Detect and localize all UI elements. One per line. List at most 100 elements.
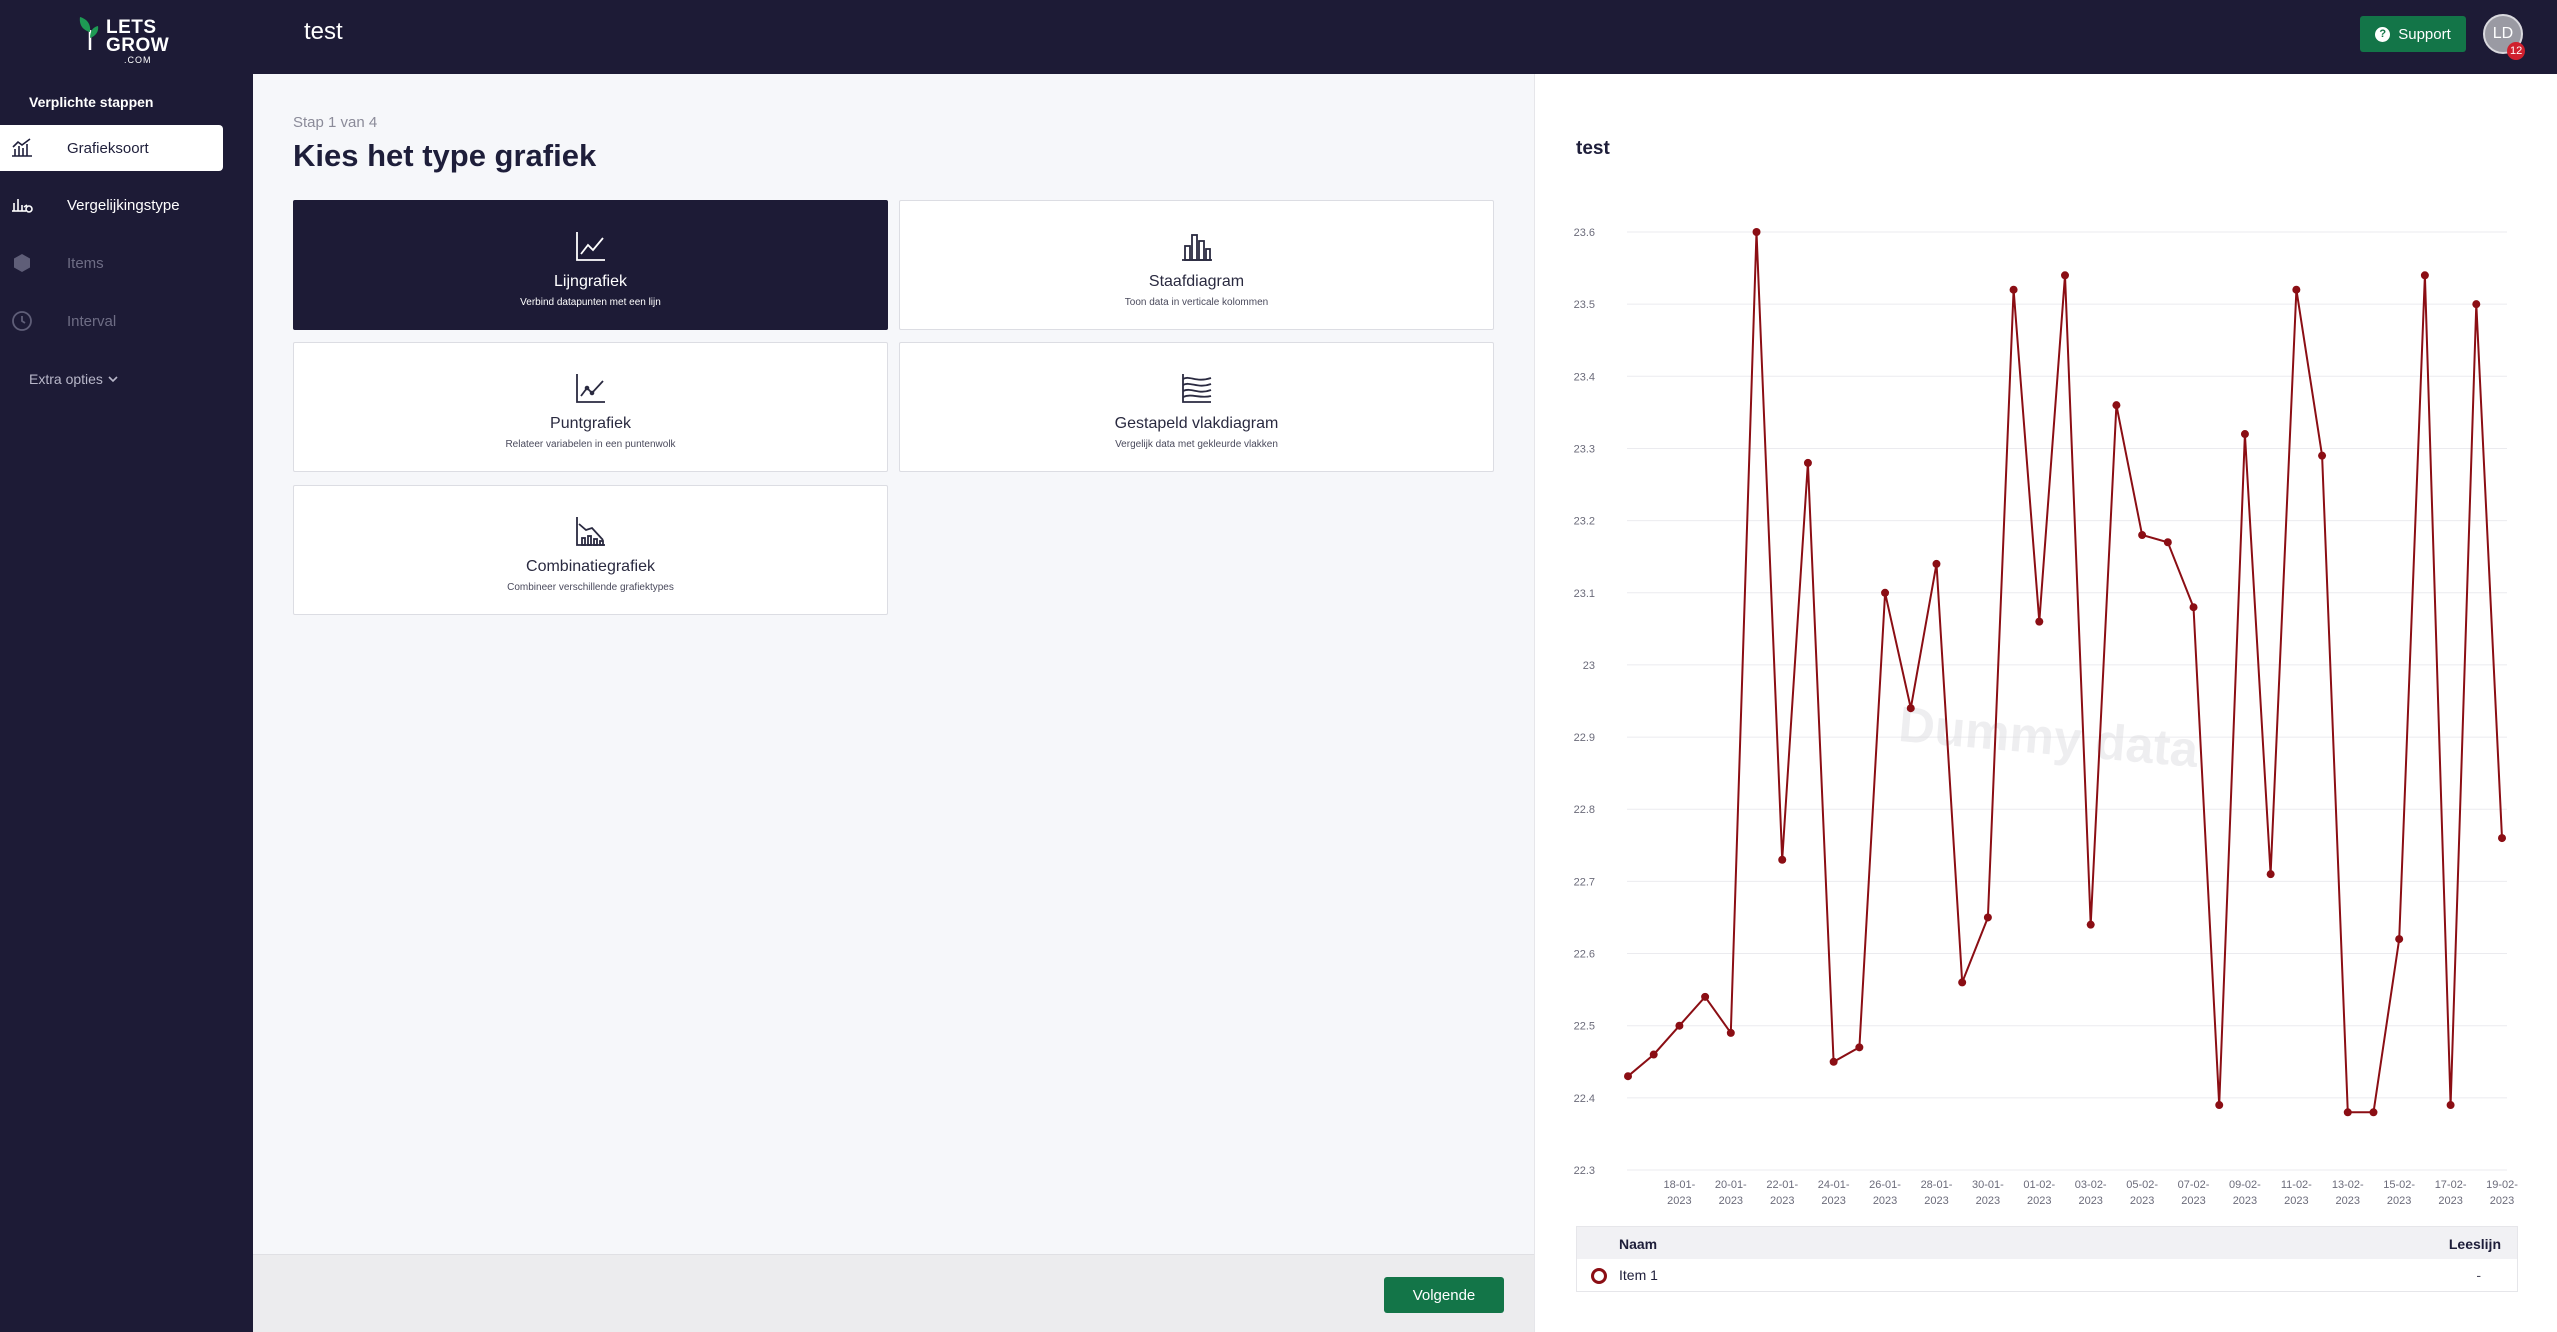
support-label: Support (2398, 25, 2451, 43)
x-tick-label-year: 2023 (1924, 1195, 1948, 1207)
data-point (1932, 559, 1941, 568)
sidebar-item-grafieksoort[interactable]: Grafieksoort (0, 125, 223, 171)
series-color-dot (1591, 1268, 1607, 1284)
x-tick-label-year: 2023 (2181, 1195, 2205, 1207)
x-tick-label-year: 2023 (1821, 1195, 1845, 1207)
legend-item-name: Item 1 (1619, 1267, 1658, 1283)
y-tick-label: 22.6 (1574, 949, 1595, 961)
chart-preview-panel: test 23.6 23.5 23.4 23.3 23.2 23.1 23 22.9 22.8 2… (1534, 74, 2557, 1332)
x-tick-label-day: 13-02- (2332, 1179, 2364, 1191)
y-tick-label: 23 (1583, 660, 1595, 672)
sidebar-item-vergelijkingstype[interactable]: Vergelijkingstype (0, 182, 223, 228)
chart-legend: Naam Leeslijn Item 1 - (1576, 1226, 2518, 1292)
data-point (2035, 617, 2044, 626)
data-point (1829, 1057, 1838, 1066)
data-point (2061, 271, 2069, 280)
clock-icon (12, 311, 32, 331)
chart-type-card-lijngrafiek[interactable]: Lijngrafiek Verbind datapunten met een l… (293, 200, 888, 330)
sidebar: Verplichte stappen Grafieksoort Vergelij… (0, 74, 253, 1332)
next-button[interactable]: Volgende (1384, 1277, 1504, 1313)
x-tick-label-year: 2023 (1719, 1195, 1743, 1207)
series-line (1627, 231, 2503, 1114)
line-chart: 23.6 23.5 23.4 23.3 23.2 23.1 23 22.9 22.8 22.7 22… (1574, 227, 2519, 1207)
card-title: Combinatiegrafiek (526, 558, 655, 575)
legend-col-reading: Leeslijn (2448, 1236, 2501, 1252)
sidebar-item-interval: Interval (0, 298, 223, 344)
x-tick-label-day: 20-01- (1715, 1179, 1747, 1191)
chart-type-card-staafdiagram[interactable]: Staafdiagram Toon data in verticale kolo… (899, 200, 1494, 330)
card-title: Puntgrafiek (550, 415, 631, 432)
leaf-icon (79, 17, 99, 50)
card-subtitle: Combineer verschillende grafiektypes (507, 582, 674, 593)
x-tick-label-day: 09-02- (2229, 1179, 2261, 1191)
card-subtitle: Relateer variabelen in een puntenwolk (505, 439, 676, 450)
x-tick-label-year: 2023 (1667, 1195, 1691, 1207)
data-point (1701, 992, 1710, 1001)
y-tick-label: 22.7 (1574, 876, 1595, 888)
sidebar-item-label: Interval (67, 312, 117, 330)
combo-chart-icon (575, 517, 605, 546)
x-tick-label-day: 03-02- (2075, 1179, 2107, 1191)
x-tick-label-year: 2023 (2078, 1195, 2102, 1207)
data-point (1649, 1050, 1658, 1059)
y-tick-label: 22.9 (1574, 732, 1595, 744)
wizard-footer: Volgende (253, 1254, 1534, 1332)
chart-type-card-gestapeld-vlakdiagram[interactable]: Gestapeld vlakdiagram Vergelijk data met… (899, 342, 1494, 472)
x-tick-label-day: 15-02- (2383, 1179, 2415, 1191)
x-tick-label-year: 2023 (2387, 1195, 2411, 1207)
x-tick-label-year: 2023 (2027, 1195, 2051, 1207)
x-tick-label-day: 28-01- (1921, 1179, 1953, 1191)
letsgrow-logo[interactable]: LETS GROW .COM (78, 12, 188, 66)
chevron-down-icon (108, 376, 118, 383)
data-point (1726, 1028, 1735, 1037)
x-tick-label-day: 26-01- (1869, 1179, 1901, 1191)
sidebar-item-label: Grafieksoort (67, 139, 149, 157)
y-tick-label: 22.8 (1574, 804, 1595, 816)
x-tick-label-day: 18-01- (1664, 1179, 1696, 1191)
card-title: Gestapeld vlakdiagram (1114, 415, 1279, 432)
extra-options-toggle[interactable]: Extra opties (29, 371, 119, 387)
card-title: Lijngrafiek (554, 273, 627, 290)
legend-row[interactable]: Item 1 - (1577, 1259, 2517, 1291)
logo-line1: LETS (106, 17, 157, 38)
data-point (1958, 978, 1967, 987)
y-tick-label: 23.6 (1574, 227, 1595, 239)
avatar-initials: LD (2492, 25, 2514, 42)
x-tick-label-day: 05-02- (2126, 1179, 2158, 1191)
data-point (2343, 1108, 2352, 1117)
data-point (1803, 458, 1812, 467)
x-tick-label-day: 17-02- (2435, 1179, 2467, 1191)
data-point (1906, 704, 1915, 713)
x-tick-label-day: 07-02- (2178, 1179, 2210, 1191)
document-title[interactable]: test (304, 18, 343, 45)
data-point (2009, 285, 2018, 294)
logo-line2: GROW (106, 35, 170, 56)
data-point (2446, 1101, 2455, 1110)
y-tick-label: 23.2 (1574, 516, 1595, 528)
card-title: Staafdiagram (1148, 273, 1245, 290)
extra-options-label: Extra opties (29, 371, 103, 387)
data-point (2189, 603, 2198, 612)
x-tick-label-year: 2023 (2336, 1195, 2360, 1207)
card-subtitle: Verbind datapunten met een lijn (520, 297, 661, 308)
legend-header: Naam Leeslijn (1577, 1227, 2517, 1259)
step-indicator: Stap 1 van 4 (293, 114, 378, 131)
data-point (2369, 1108, 2378, 1117)
scatter-chart-icon (575, 374, 605, 403)
legend-col-name: Naam (1619, 1236, 1658, 1252)
sidebar-item-items: Items (0, 240, 223, 286)
x-tick-label-year: 2023 (1976, 1195, 2000, 1207)
notification-badge: 12 (2507, 42, 2526, 60)
data-point (2318, 451, 2327, 460)
data-point (2498, 834, 2506, 843)
sidebar-item-label: Items (67, 254, 104, 272)
y-tick-label: 23.1 (1574, 588, 1595, 600)
chart-type-card-combinatiegrafiek[interactable]: Combinatiegrafiek Combineer verschillend… (293, 485, 888, 615)
y-tick-label: 23.3 (1574, 443, 1595, 455)
stacked-area-icon (1181, 374, 1211, 403)
chart-type-card-puntgrafiek[interactable]: Puntgrafiek Relateer variabelen in een p… (293, 342, 888, 472)
data-point (2395, 935, 2404, 944)
data-point (2163, 538, 2172, 547)
data-point (2112, 401, 2121, 410)
support-button[interactable]: ? Support (2360, 16, 2466, 52)
